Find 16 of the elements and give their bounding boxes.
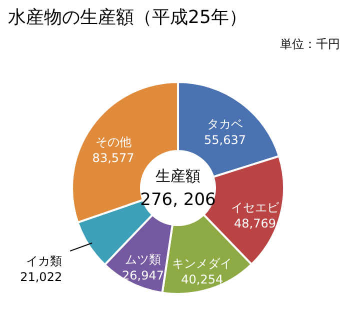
slice-label: ムツ類	[125, 252, 162, 266]
slice-label: その他	[95, 134, 132, 149]
chart-title: 水産物の生産額（平成25年）	[8, 7, 247, 28]
data-label: 26,947	[122, 268, 164, 282]
data-label: 40,254	[181, 272, 224, 287]
text: 276, 206	[140, 190, 216, 210]
text: 生産額	[156, 167, 200, 185]
slice-label: キンメダイ	[172, 256, 232, 271]
data-label: 83,577	[92, 150, 134, 165]
slice-label: タカベ	[207, 116, 244, 131]
data-label: 21,022	[20, 270, 62, 284]
text: 単位：千円	[280, 37, 340, 51]
slice-label: イカ類	[26, 254, 62, 268]
data-label: 48,769	[234, 216, 276, 231]
data-label: 55,637	[204, 132, 246, 147]
slice-label: イセエビ	[231, 200, 280, 215]
